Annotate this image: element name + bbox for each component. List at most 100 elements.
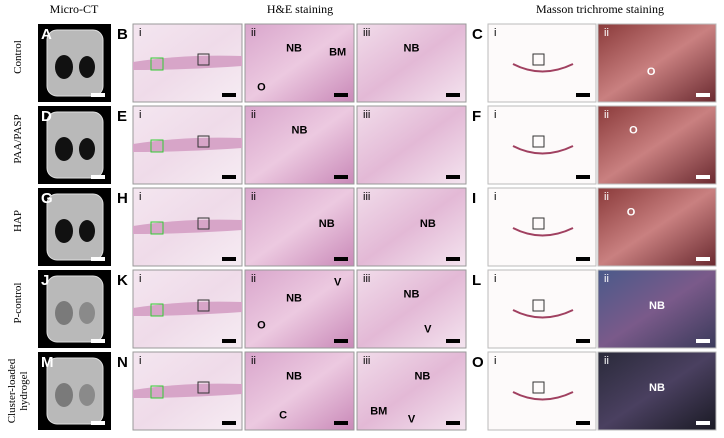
scale-bar [334,339,348,343]
panel-letter: N [117,354,128,371]
subpanel-label: i [139,273,141,285]
panel-letter: C [472,26,483,43]
panel-letter: A [41,26,52,43]
roi-box [197,217,210,230]
defect [79,384,95,406]
annotation: BM [370,406,387,418]
scale-bar [446,93,460,97]
roi-box [197,381,210,394]
roi-box [532,217,545,230]
roi-box [150,221,164,235]
header: Micro-CT [50,2,99,16]
panel-letter: D [41,108,52,125]
subpanel-label: ii [604,109,609,121]
scale-bar [446,257,460,261]
defect [55,383,73,407]
he-image [244,187,355,267]
skull [46,357,104,425]
defect [79,302,95,324]
subpanel-label: iii [363,273,370,285]
defect [79,138,95,160]
tissue [512,145,574,155]
roi-box [197,299,210,312]
defect [55,219,73,243]
scale-bar [222,421,236,425]
he-image [244,351,355,431]
subpanel-label: i [139,191,141,203]
subpanel-label: i [494,191,496,203]
scale-bar [222,175,236,179]
scale-bar [446,175,460,179]
subpanel-label: ii [604,27,609,39]
skull [46,275,104,343]
masson-image [487,105,597,185]
roi-box [532,381,545,394]
panel-letter: M [41,354,54,371]
subpanel-label: ii [251,355,256,367]
tissue [133,301,242,316]
defect [55,301,73,325]
scale-bar [334,257,348,261]
tissue [133,137,242,152]
masson-image [597,269,717,349]
roi-box [150,385,164,399]
annotation: O [257,320,266,332]
he-image [244,23,355,103]
header: Masson trichrome staining [536,2,664,16]
annotation: V [408,413,416,425]
roi-box [532,299,545,312]
roi-box [197,135,210,148]
subpanel-label: i [494,109,496,121]
masson-image [597,23,717,103]
scale-bar [91,257,105,261]
scale-bar [576,339,590,343]
masson-image [597,105,717,185]
panel-letter: F [472,108,481,125]
subpanel-label: i [139,355,141,367]
he-image [356,351,467,431]
scale-bar [696,421,710,425]
annotation: O [629,124,638,136]
scale-bar [696,257,710,261]
annotation: NB [414,370,430,382]
tissue [512,391,574,401]
panel-letter: E [117,108,127,125]
panel-letter: J [41,272,49,289]
subpanel-label: ii [604,355,609,367]
row-label: P-control [12,282,24,324]
subpanel-label: i [139,109,141,121]
annotation: NB [286,292,302,304]
header: H&E staining [267,2,333,16]
subpanel-label: ii [251,27,256,39]
annotation: NB [286,42,302,54]
scale-bar [334,93,348,97]
row-label: Control [12,40,24,74]
roi-box [532,135,545,148]
subpanel-label: i [494,355,496,367]
annotation: O [257,81,266,93]
annotation: NB [286,370,302,382]
masson-image [487,269,597,349]
panel-letter: K [117,272,128,289]
annotation: V [334,277,342,289]
scale-bar [91,93,105,97]
tissue [512,227,574,237]
subpanel-label: i [139,27,141,39]
scale-bar [91,339,105,343]
scale-bar [576,175,590,179]
panel-letter: L [472,272,481,289]
scale-bar [334,175,348,179]
scale-bar [696,175,710,179]
tissue [133,55,242,70]
roi-box [532,53,545,66]
roi-box [150,303,164,317]
panel-letter: G [41,190,53,207]
subpanel-label: ii [604,273,609,285]
defect [79,220,95,242]
he-image [244,105,355,185]
panel-letter: O [472,354,484,371]
defect [79,56,95,78]
scale-bar [91,421,105,425]
scale-bar [696,339,710,343]
